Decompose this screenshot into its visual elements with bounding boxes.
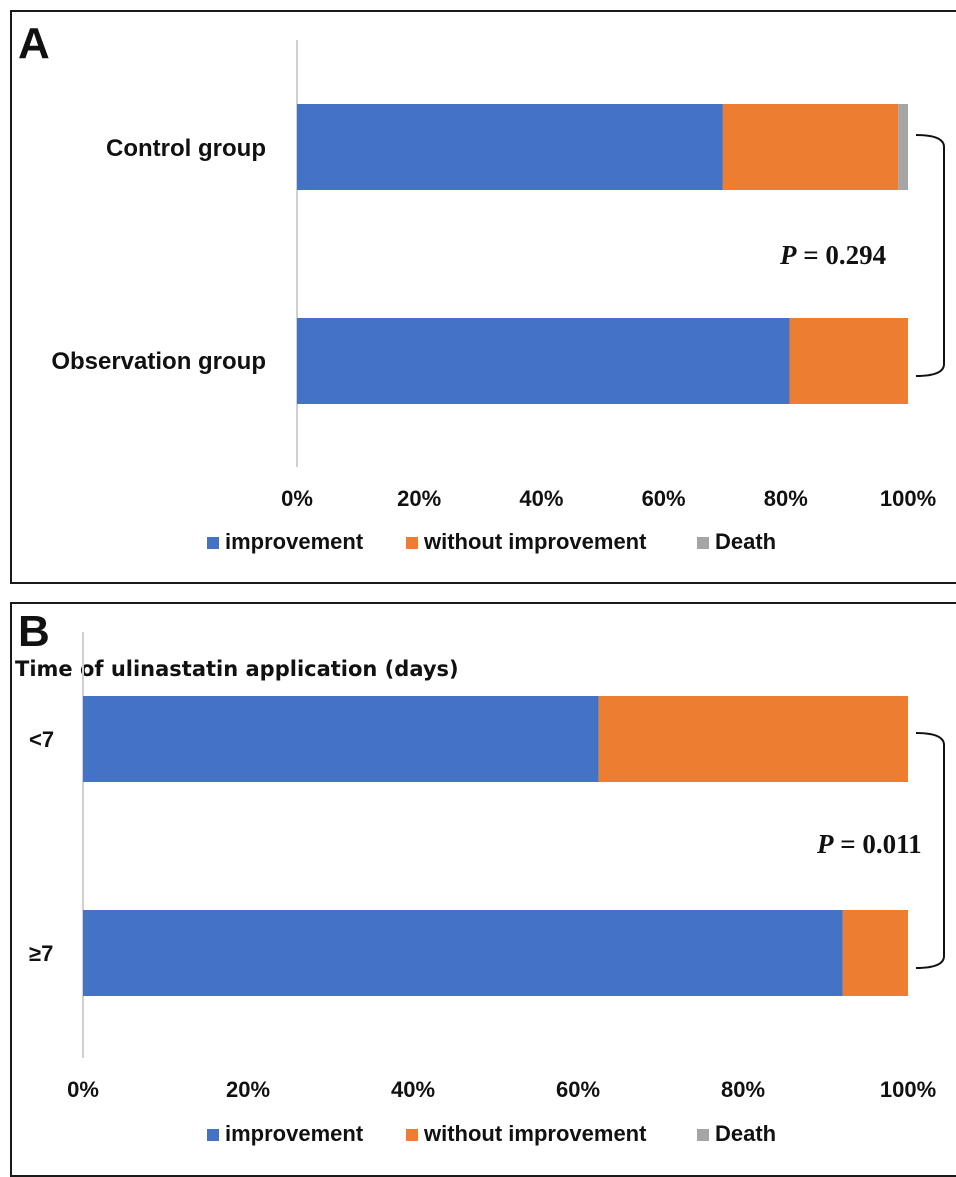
chart-a-legend-label-1: without improvement: [423, 529, 647, 554]
chart-a-x-tick-4: 80%: [764, 486, 808, 511]
chart-b-category-label-1: ≥7: [29, 941, 53, 966]
chart-b-bar-1-series-1: [842, 910, 908, 996]
chart-b-legend-label-2: Death: [715, 1121, 776, 1146]
chart-b-bar-0-series-0: [83, 696, 599, 782]
chart-a-bar-1-series-0: [297, 318, 790, 404]
chart-b-x-tick-2: 40%: [391, 1077, 435, 1102]
chart-b-legend-swatch-1: [406, 1129, 418, 1141]
chart-a-p-value: P = 0.294: [779, 240, 886, 270]
chart-a-x-tick-0: 0%: [281, 486, 313, 511]
chart-a-legend-swatch-2: [697, 537, 709, 549]
chart-a-bracket: [915, 134, 945, 377]
chart-a-legend-swatch-1: [406, 537, 418, 549]
chart-a-legend-swatch-0: [207, 537, 219, 549]
chart-a-legend: improvement without improvement Death: [207, 529, 776, 554]
chart-b-p-value: P = 0.011: [816, 829, 922, 859]
chart-a-x-tick-3: 60%: [642, 486, 686, 511]
chart-b-p-rest: = 0.011: [834, 829, 922, 859]
chart-a-x-tick-1: 20%: [397, 486, 441, 511]
chart-b-legend-label-1: without improvement: [423, 1121, 647, 1146]
chart-a-bars: [297, 104, 908, 404]
chart-b-p-italic: P: [816, 829, 834, 859]
chart-a-legend-label-0: improvement: [225, 529, 364, 554]
chart-a-x-ticks: 0% 20% 40% 60% 80% 100%: [281, 486, 936, 511]
chart-a-x-tick-5: 100%: [880, 486, 936, 511]
chart-b-legend-swatch-0: [207, 1129, 219, 1141]
chart-b-bar-1-series-0: [83, 910, 843, 996]
panel-b-letter: B: [18, 607, 50, 656]
chart-a-category-label-0: Control group: [106, 135, 266, 162]
chart-b-bars: [83, 696, 909, 996]
chart-b-bar-0-series-1: [598, 696, 909, 782]
chart-a-p-italic: P: [779, 240, 797, 270]
chart-a-legend-label-2: Death: [715, 529, 776, 554]
chart-b-legend-label-0: improvement: [225, 1121, 364, 1146]
chart-a-category-label-1: Observation group: [51, 348, 266, 375]
panel-a-letter: A: [18, 19, 50, 68]
chart-b-subtitle: Time of ulinastatin application (days): [15, 657, 459, 681]
chart-b-x-tick-3: 60%: [556, 1077, 600, 1102]
chart-b-x-tick-4: 80%: [721, 1077, 765, 1102]
chart-b-x-tick-0: 0%: [67, 1077, 99, 1102]
chart-a-bar-0-series-1: [722, 104, 899, 190]
chart-b-x-tick-5: 100%: [880, 1077, 936, 1102]
chart-b-legend-swatch-2: [697, 1129, 709, 1141]
chart-a-bar-1-series-1: [789, 318, 908, 404]
chart-b-legend: improvement without improvement Death: [207, 1121, 776, 1146]
chart-a-bar-0-series-2: [898, 104, 908, 190]
chart-b-category-label-0: <7: [29, 727, 54, 752]
chart-b-x-ticks: 0% 20% 40% 60% 80% 100%: [67, 1077, 936, 1102]
chart-b-x-tick-1: 20%: [226, 1077, 270, 1102]
chart-a-bar-0-series-0: [297, 104, 723, 190]
chart-a-p-rest: = 0.294: [797, 240, 887, 270]
chart-a-x-tick-2: 40%: [519, 486, 563, 511]
chart-b-bracket: [915, 732, 945, 969]
